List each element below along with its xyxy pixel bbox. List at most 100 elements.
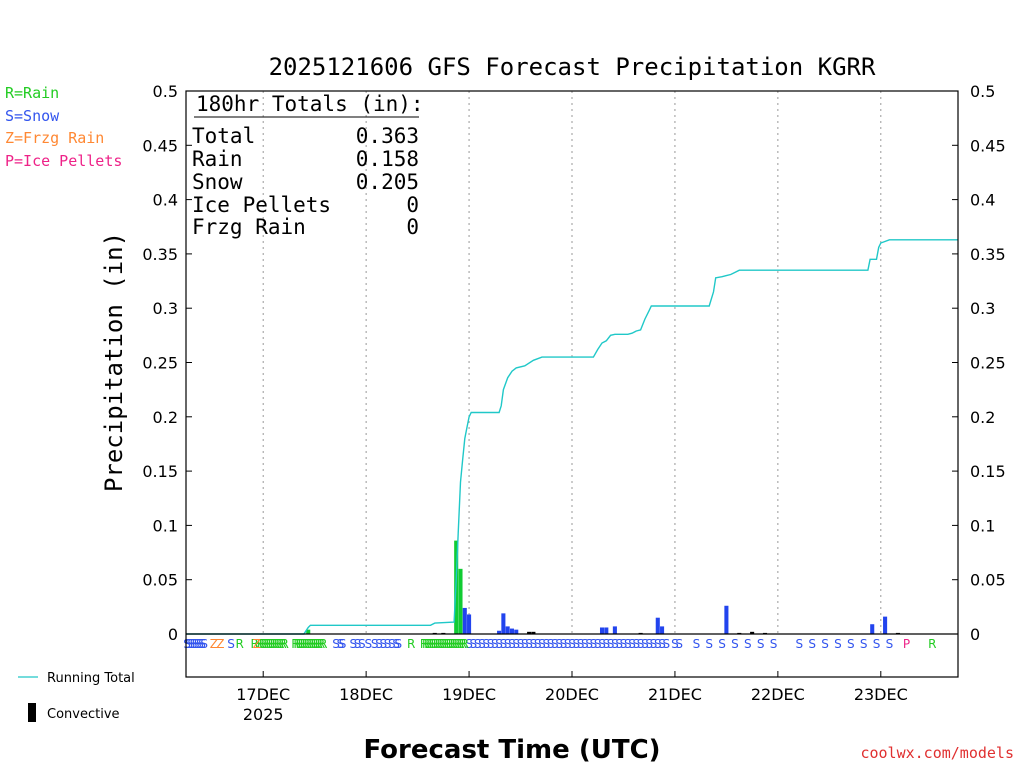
y-tick-label-right-3: 0.15 — [970, 462, 1006, 481]
strip-s-9: S — [227, 637, 235, 651]
strip-r-30: R — [420, 637, 428, 651]
grid-layer — [262, 91, 882, 634]
strip-r-32: R — [424, 637, 432, 651]
strip-r-33: R — [426, 637, 434, 651]
y-ticks-layer: 0 00.05 0.050.1 0.10.15 0.150.2 0.20.25 0.250.… — [142, 82, 1005, 644]
bar-snow-9 — [612, 626, 617, 634]
strip-s-86: S — [873, 637, 881, 651]
strip-s-85: S — [860, 637, 868, 651]
precip-type-legend: R=Rain S=Snow Z=Frzg Rain P=Ice Pellets — [5, 82, 122, 172]
bar-snow-8 — [604, 627, 609, 634]
bar-snow-3 — [501, 613, 506, 634]
site-credit: coolwx.com/models — [860, 744, 1014, 762]
bar-other-2 — [527, 631, 532, 634]
y-tick-label-left-10: 0.5 — [153, 82, 178, 101]
strip-s-52: S — [585, 637, 593, 651]
strip-r-20: R — [302, 637, 310, 651]
strip-p-0: P — [903, 637, 910, 651]
bar-snow-12 — [724, 605, 729, 634]
x-tick-label-1: 18DEC — [339, 685, 393, 704]
running-total-legend-label: Running Total — [47, 671, 135, 686]
strip-r-39: R — [439, 637, 447, 651]
y-tick-label-left-3: 0.15 — [142, 462, 178, 481]
bar-snow-10 — [655, 617, 660, 634]
strip-s-26: S — [474, 637, 482, 651]
x-tick-sublabel-0: 2025 — [243, 705, 284, 724]
strip-s-2: S — [188, 637, 196, 651]
strip-s-67: S — [650, 637, 658, 651]
strip-r-9: R — [270, 637, 278, 651]
strip-r-31: R — [422, 637, 430, 651]
strip-s-46: S — [560, 637, 568, 651]
bars-layer — [306, 540, 900, 634]
convective-legend-label: Convective — [47, 707, 120, 722]
strip-s-36: S — [517, 637, 525, 651]
y-tick-label-left-4: 0.2 — [153, 408, 178, 427]
strip-s-60: S — [620, 637, 628, 651]
strip-s-5: S — [194, 637, 202, 651]
strip-s-55: S — [598, 637, 606, 651]
strip-s-4: S — [192, 637, 200, 651]
x-tick-label-4: 21DEC — [648, 685, 702, 704]
strip-z-1: Z — [216, 637, 224, 651]
y-tick-label-right-8: 0.4 — [970, 191, 995, 210]
strip-s-70: S — [663, 637, 671, 651]
strip-r-37: R — [435, 637, 443, 651]
strip-s-87: S — [886, 637, 894, 651]
running-total-line — [186, 239, 958, 635]
totals-value-rain: 0.158 — [356, 147, 419, 171]
strip-s-59: S — [615, 637, 623, 651]
x-tick-label-5: 22DEC — [751, 685, 805, 704]
y-tick-label-left-2: 0.1 — [153, 516, 178, 535]
strip-s-19: S — [379, 637, 387, 651]
strip-s-22: S — [392, 637, 400, 651]
strip-s-49: S — [572, 637, 580, 651]
x-tick-label-3: 20DEC — [545, 685, 599, 704]
strip-s-6: S — [196, 637, 204, 651]
strip-r-19: R — [300, 637, 308, 651]
strip-r-6: R — [263, 637, 271, 651]
strip-s-73: S — [693, 637, 701, 651]
strip-s-35: S — [512, 637, 520, 651]
strip-s-18: S — [375, 637, 383, 651]
y-tick-label-right-6: 0.3 — [970, 299, 995, 318]
strip-r-18: R — [298, 637, 306, 651]
strip-r-34: R — [428, 637, 436, 651]
y-tick-label-right-1: 0.05 — [970, 571, 1006, 590]
x-tick-label-2: 19DEC — [442, 685, 496, 704]
strip-r-49: R — [461, 637, 469, 651]
totals-label-ice-pellets: Ice Pellets — [192, 193, 331, 217]
strip-r-11: R — [274, 637, 282, 651]
strip-s-74: S — [705, 637, 713, 651]
strip-r-42: R — [446, 637, 454, 651]
strip-s-84: S — [847, 637, 855, 651]
strip-r-24: R — [310, 637, 318, 651]
strip-r-48: R — [458, 637, 466, 651]
legend-snow: S=Snow — [5, 106, 60, 125]
bar-snow-0 — [462, 607, 467, 634]
strip-s-24: S — [465, 637, 473, 651]
strip-r-15: R — [291, 637, 299, 651]
strip-s-27: S — [478, 637, 486, 651]
bar-rain-2 — [458, 568, 463, 634]
legend-frzg-rain: Z=Frzg Rain — [5, 129, 105, 147]
y-tick-label-right-4: 0.2 — [970, 408, 995, 427]
strip-s-28: S — [482, 637, 490, 651]
strip-s-65: S — [641, 637, 649, 651]
bar-snow-7 — [599, 627, 605, 634]
y-tick-label-right-5: 0.25 — [970, 354, 1006, 373]
strip-s-21: S — [388, 637, 396, 651]
strip-s-69: S — [658, 637, 666, 651]
strip-s-7: S — [198, 637, 206, 651]
strip-s-1: S — [185, 637, 193, 651]
strip-s-76: S — [731, 637, 739, 651]
strip-s-14: S — [354, 637, 362, 651]
strip-r-26: R — [315, 637, 323, 651]
strip-s-29: S — [487, 637, 495, 651]
strip-s-81: S — [808, 637, 816, 651]
strip-r-7: R — [265, 637, 273, 651]
strip-s-20: S — [384, 637, 392, 651]
strip-s-40: S — [534, 637, 542, 651]
strip-s-63: S — [633, 637, 641, 651]
strip-s-62: S — [628, 637, 636, 651]
